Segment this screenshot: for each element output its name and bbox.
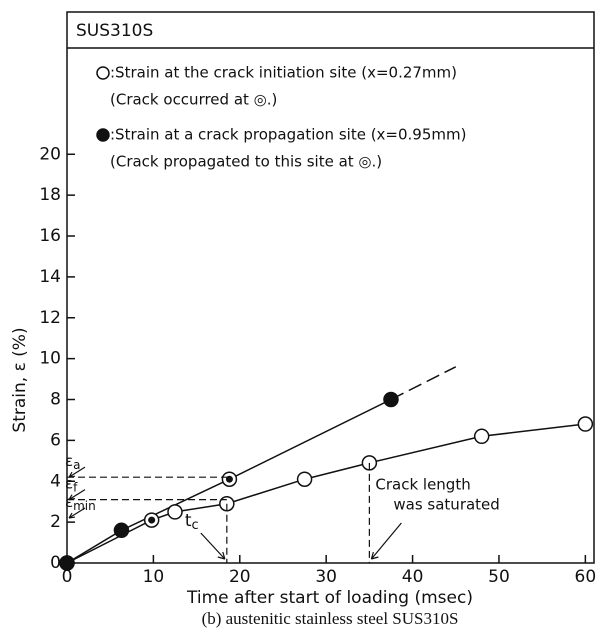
legend-note: (Crack occurred at ◎.) xyxy=(110,91,277,109)
y-tick-label: 2 xyxy=(50,512,61,532)
y-tick-label: 16 xyxy=(39,226,61,246)
y-tick-label: 0 xyxy=(50,553,61,573)
marker xyxy=(296,471,313,487)
level-symbol: ε xyxy=(65,493,73,511)
series-line xyxy=(66,423,586,564)
x-axis-label: Time after start of loading (msec) xyxy=(186,588,473,608)
vertical-label: was saturated xyxy=(393,496,499,514)
vertical-label: tc xyxy=(185,511,199,533)
extension-line xyxy=(390,366,457,401)
level-sub: f xyxy=(73,480,78,494)
header: SUS310S xyxy=(76,21,153,41)
level-label: εf xyxy=(65,474,78,494)
y-tick-label: 12 xyxy=(39,308,61,328)
level-arrow xyxy=(68,489,86,501)
marker xyxy=(473,428,490,445)
y-tick-label: 4 xyxy=(50,471,61,491)
x-tick-label: 10 xyxy=(143,567,165,587)
x-tick-label: 40 xyxy=(402,567,424,587)
level-label: εa xyxy=(65,452,80,472)
x-tick-label: 20 xyxy=(229,567,251,587)
legend-marker xyxy=(96,128,110,142)
level-arrow xyxy=(68,507,86,519)
x-tick-label: 60 xyxy=(575,567,597,587)
level-label: εmin xyxy=(65,493,96,513)
double-circle-inner xyxy=(148,516,156,524)
legend-label: :Strain at a crack propagation site (x=0… xyxy=(110,126,466,144)
vertical-sub: c xyxy=(191,518,198,533)
marker xyxy=(577,416,594,432)
x-tick-label: 50 xyxy=(488,567,510,587)
marker xyxy=(383,391,399,408)
y-tick-label: 20 xyxy=(39,144,61,164)
marker xyxy=(59,555,75,571)
vertical-arrow xyxy=(200,532,226,560)
frame xyxy=(66,11,595,564)
level-symbol: ε xyxy=(65,452,73,470)
caption: (b) austenitic stainless steel SUS310S xyxy=(202,609,459,628)
legend-label: :Strain at the crack initiation site (x=… xyxy=(110,64,457,82)
vertical-label: Crack length xyxy=(375,476,470,494)
legend-note: (Crack propagated to this site at ◎.) xyxy=(110,153,382,171)
marker xyxy=(113,522,130,539)
level-sub: a xyxy=(73,458,80,472)
y-tick-label: 6 xyxy=(50,430,61,450)
y-tick-label: 8 xyxy=(50,390,61,410)
y-tick-label: 18 xyxy=(39,185,61,205)
level-arrow xyxy=(68,466,86,478)
vertical-text: t xyxy=(185,511,192,531)
y-axis-label: Strain, ε (%) xyxy=(10,327,30,432)
y-tick-label: 14 xyxy=(39,267,61,287)
legend-marker xyxy=(96,66,110,80)
level-symbol: ε xyxy=(65,474,73,492)
marker xyxy=(167,504,183,520)
y-tick-label: 10 xyxy=(39,349,61,369)
x-tick-label: 0 xyxy=(62,567,73,587)
level-sub: min xyxy=(73,499,96,513)
x-tick-label: 30 xyxy=(315,567,337,587)
vertical-arrow xyxy=(370,522,402,560)
